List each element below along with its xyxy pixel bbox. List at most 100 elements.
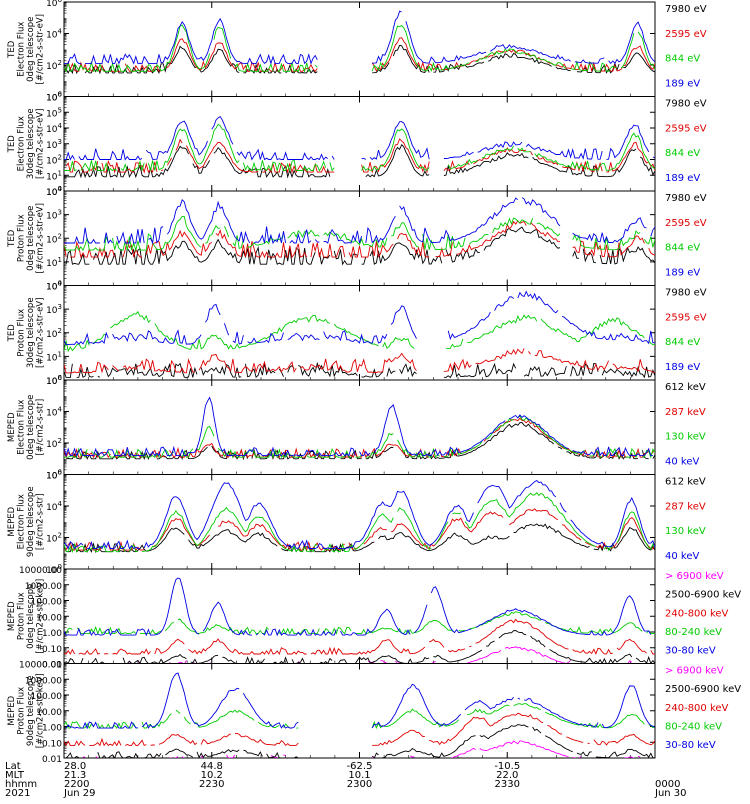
legend-entry: 7980 eV <box>665 288 707 299</box>
y-tick-label: 104 <box>46 122 62 135</box>
y-tick-label: 106 <box>46 91 62 104</box>
legend-entry: > 6900 keV <box>665 571 724 582</box>
row-label-year: 2021 <box>5 788 30 799</box>
y-axis-label: MEPED Electron Flux 90deg telescope [#/cm2-… <box>7 486 46 557</box>
y-tick-label: 1.00 <box>42 629 62 639</box>
legend-entry: 40 keV <box>665 551 699 562</box>
time-axis-date: Jun 30 <box>654 788 687 799</box>
series-group <box>64 672 655 758</box>
y-axis-label-line: Electron Flux <box>17 494 27 549</box>
time-axis-hhmm: 2230 <box>199 779 224 790</box>
time-axis-lat: 44.8 <box>201 761 223 772</box>
time-axis-hhmm: 2200 <box>64 779 89 790</box>
legend-entry: 844 eV <box>665 337 700 348</box>
series-group <box>64 578 655 664</box>
time-axis-hhmm: 0000 <box>655 779 680 790</box>
y-tick-label: 10.00 <box>36 708 62 718</box>
y-axis-label-line: 90deg telescope <box>26 675 36 746</box>
series-group <box>64 480 655 554</box>
panel-frame <box>63 379 656 475</box>
panel-frame <box>63 474 656 570</box>
series-line-green <box>64 703 655 730</box>
series-line-green <box>64 310 655 353</box>
y-tick-label: 104 <box>46 500 62 513</box>
series-line-blue <box>65 672 655 730</box>
y-tick-label: 103 <box>46 303 62 316</box>
y-tick-label: 1.00 <box>42 724 62 734</box>
y-axis-label: MEPED Proton Flux 0deg telescope [#/cm2-s-s… <box>7 579 46 654</box>
series-line-red <box>64 37 655 73</box>
legend-entry: 130 keV <box>665 526 706 537</box>
y-axis-label-line: Proton Flux <box>17 687 27 735</box>
series-line-blue <box>64 578 655 635</box>
legend-entry: 189 eV <box>665 79 700 90</box>
series-line-black <box>65 226 655 266</box>
series-line-blue <box>64 197 655 245</box>
legend-entry: 189 eV <box>665 268 700 279</box>
time-axis-mlt: 10.1 <box>348 770 370 781</box>
series-line-green <box>64 123 655 173</box>
row-label-hhmm: hhmm <box>5 779 37 790</box>
y-axis-label: TED Electron Flux 0deg telescope [#/cm2-s-s… <box>7 14 46 84</box>
panel-frame <box>63 190 656 286</box>
time-axis-mlt: 22.0 <box>496 770 518 781</box>
legend-entry: 80-240 keV <box>665 627 722 638</box>
legend-entry: 612 keV <box>665 382 706 393</box>
y-axis-label-line: Electron Flux <box>17 116 27 171</box>
time-axis-hhmm: 2300 <box>347 779 372 790</box>
series-group <box>64 10 655 75</box>
time-axis-lat: 28.0 <box>64 761 86 772</box>
y-axis-label-line: MEPED <box>7 695 17 725</box>
y-tick-label: 102 <box>46 532 62 545</box>
y-tick-label: 102 <box>46 154 62 167</box>
y-tick-label: 100.00 <box>31 598 63 608</box>
y-axis-label-line: TED <box>7 40 17 59</box>
y-tick-label: 104 <box>46 185 62 198</box>
y-tick-label: 103 <box>46 138 62 151</box>
y-tick-label: 0.01 <box>42 661 62 671</box>
y-tick-label: 10000.00 <box>19 566 62 576</box>
y-tick-label: 102 <box>46 59 62 72</box>
legend-entry: 130 keV <box>665 432 706 443</box>
y-axis-label-line: [#/cm2-s-str-eV] <box>36 14 46 84</box>
y-axis-label-line: Electron Flux <box>17 400 27 455</box>
series-line-red <box>64 220 655 259</box>
y-axis-label-line: [#/cm2-s-str-keV] <box>36 673 46 748</box>
y-axis-label-line: 0deg telescope <box>26 17 36 82</box>
legend-entry: 7980 eV <box>665 99 707 110</box>
y-axis-label: MEPED Proton Flux 90deg telescope [#/cm2-s-… <box>7 673 46 748</box>
y-axis-label-line: [#/cm2-s-str-keV] <box>36 579 46 654</box>
series-line-green <box>64 24 655 73</box>
y-tick-label: 0.10 <box>42 645 62 655</box>
y-tick-label: 104 <box>46 406 62 419</box>
y-axis-label-line: 0deg telescope <box>26 206 36 271</box>
y-axis-label-line: 30deg telescope <box>26 297 36 368</box>
panel-frame <box>63 1 656 97</box>
legend-entry: 240-800 keV <box>665 608 729 619</box>
legend-entry: 189 eV <box>665 362 700 373</box>
legend-entry: 2595 eV <box>665 312 707 323</box>
y-axis-label-line: [#/cm2-s-str] <box>36 399 46 456</box>
y-tick-label: 1000.00 <box>25 676 62 686</box>
series-line-red <box>64 712 655 747</box>
series-line-black <box>64 143 655 179</box>
series-line-blue <box>64 396 653 458</box>
panel-frame <box>63 568 656 664</box>
series-line-green <box>64 492 655 554</box>
y-axis-label: MEPED Electron Flux 0deg telescope [#/cm2-s… <box>7 395 46 460</box>
series-line-red <box>64 348 655 374</box>
row-label-lat: Lat <box>5 761 21 772</box>
legend-entry: 80-240 keV <box>665 721 722 732</box>
legend-entry: 2595 eV <box>665 29 707 40</box>
y-tick-label: 101 <box>46 256 62 269</box>
time-axis-lat: -62.5 <box>347 761 373 772</box>
legend-entry: 2595 eV <box>665 218 707 229</box>
